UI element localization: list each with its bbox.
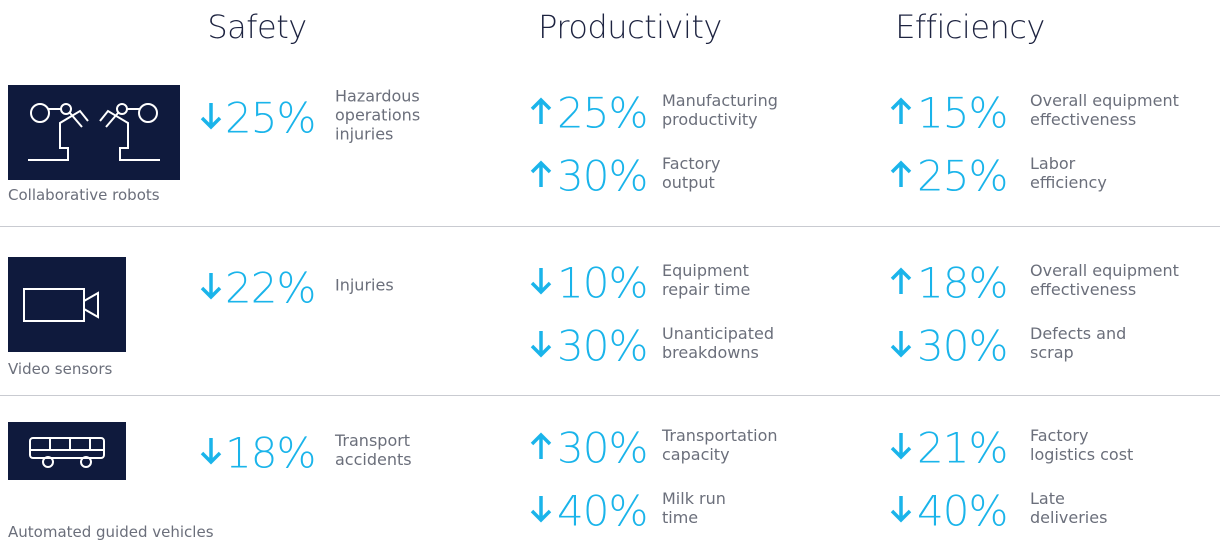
description-line: Transport <box>335 431 411 450</box>
description-line: Defects and <box>1030 324 1127 343</box>
description-line: Unanticipated <box>662 324 774 343</box>
percent-value: 30% <box>917 321 1008 371</box>
percent-value: 30% <box>557 151 648 201</box>
description: Manufacturing productivity <box>662 91 778 129</box>
arrow-up <box>530 97 552 124</box>
arrow-down <box>890 496 912 523</box>
description-line: operations <box>335 105 421 125</box>
arrow-up <box>530 432 552 459</box>
percent-value: 21% <box>917 423 1008 473</box>
description: Transportation capacity <box>662 426 778 464</box>
description-line: effectiveness <box>1030 280 1137 299</box>
description-line: capacity <box>662 445 730 464</box>
description: Milk run time <box>662 489 726 527</box>
description-line: Factory <box>662 154 721 173</box>
description: Factory logistics cost <box>1030 426 1133 464</box>
description-line: Overall equipment <box>1030 91 1179 110</box>
description-line: injuries <box>335 124 394 144</box>
description-line: Equipment <box>662 261 749 280</box>
separator <box>0 395 1220 396</box>
separator <box>0 226 1220 227</box>
arrow-up <box>890 97 912 124</box>
percent-value: 25% <box>225 93 316 143</box>
arrow-up <box>890 160 912 187</box>
percent-value: 10% <box>557 258 648 308</box>
description: Overall equipment effectiveness <box>1030 91 1179 129</box>
description-line: deliveries <box>1030 508 1108 527</box>
description-line: Manufacturing <box>662 91 778 110</box>
description: Labor efficiency <box>1030 154 1107 192</box>
description-line: Overall equipment <box>1030 261 1179 280</box>
description-line: productivity <box>662 110 758 129</box>
arrow-down <box>890 331 912 358</box>
icon <box>8 422 126 480</box>
icon <box>8 85 180 180</box>
description: Overall equipment effectiveness <box>1030 261 1179 299</box>
description: Injuries <box>335 276 394 295</box>
description-line: Transportation <box>662 426 778 445</box>
description-line: Factory <box>1030 426 1089 445</box>
column-heading: Efficiency <box>895 8 1045 46</box>
arrow-up <box>530 160 552 187</box>
description-line: breakdowns <box>662 343 759 362</box>
arrow-down <box>890 433 912 460</box>
percent-value: 15% <box>917 88 1008 138</box>
arrow-up <box>890 267 912 294</box>
arrow-down <box>200 273 222 300</box>
description-line: Injuries <box>335 275 394 295</box>
description: Factory output <box>662 154 720 192</box>
icon <box>8 257 126 352</box>
percent-value: 40% <box>917 486 1008 536</box>
percent-value: 25% <box>917 151 1008 201</box>
column-heading: Safety <box>207 8 307 46</box>
description-line: logistics cost <box>1030 445 1134 464</box>
description-line: scrap <box>1030 343 1074 362</box>
description: Equipment repair time <box>662 261 750 299</box>
description-line: repair time <box>662 280 751 299</box>
row-label: Automated guided vehicles <box>8 523 214 541</box>
row-label: Video sensors <box>8 360 113 378</box>
arrow-down <box>530 268 552 295</box>
row-label: Collaborative robots <box>8 186 160 204</box>
description: Transport accidents <box>335 431 412 469</box>
description-line: Labor <box>1030 154 1076 173</box>
arrow-down <box>200 438 222 465</box>
percent-value: 18% <box>225 428 316 478</box>
description-line: Late <box>1030 489 1065 508</box>
percent-value: 40% <box>557 486 648 536</box>
percent-value: 30% <box>557 321 648 371</box>
arrow-down <box>530 331 552 358</box>
percent-value: 30% <box>557 423 648 473</box>
description-line: effectiveness <box>1030 110 1137 129</box>
arrow-down <box>200 103 222 130</box>
description-line: Milk run <box>662 489 726 508</box>
description-line: output <box>662 173 715 192</box>
description-line: efficiency <box>1030 173 1107 192</box>
description-line: accidents <box>335 450 412 469</box>
description: Unanticipated breakdowns <box>662 324 774 362</box>
description: Late deliveries <box>1030 489 1107 527</box>
arrow-down <box>530 496 552 523</box>
description: Hazardous operations injuries <box>335 87 420 144</box>
percent-value: 18% <box>917 258 1008 308</box>
percent-value: 25% <box>557 88 648 138</box>
description-line: time <box>662 508 699 527</box>
column-heading: Productivity <box>538 8 722 46</box>
description: Defects and scrap <box>1030 324 1126 362</box>
description-line: Hazardous <box>335 86 420 106</box>
percent-value: 22% <box>225 263 316 313</box>
